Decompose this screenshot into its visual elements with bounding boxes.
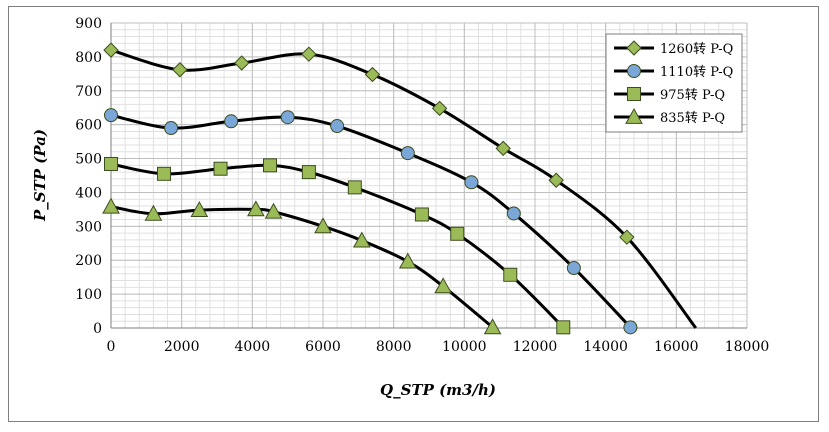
y-tick-label: 500	[75, 152, 102, 168]
axes: 0 2000 4000 6000 8000 10000 12000 14000 16000 180…	[75, 16, 769, 355]
x-tick-label: 8000	[376, 339, 412, 355]
data-point-circle	[400, 146, 415, 161]
data-point-diamond	[301, 46, 317, 62]
series-line	[110, 205, 494, 329]
x-tick-label: 2000	[164, 339, 200, 355]
data-point-diamond	[364, 66, 381, 83]
data-point-circle	[464, 175, 479, 190]
data-point-diamond	[548, 172, 564, 188]
x-tick-label: 12000	[513, 339, 558, 355]
legend-marker-square	[627, 87, 641, 101]
y-axis-title: P_STP (Pa)	[31, 129, 49, 222]
series-circle	[104, 108, 638, 335]
data-point-square	[503, 267, 518, 282]
x-tick-label: 18000	[725, 339, 770, 355]
data-point-circle	[506, 206, 521, 221]
data-point-square	[157, 166, 171, 181]
legend-label: 975转 P-Q	[660, 88, 725, 103]
y-tick-label: 600	[75, 118, 102, 134]
data-point-triangle	[434, 277, 452, 294]
data-point-square	[263, 158, 277, 173]
data-point-diamond	[495, 140, 511, 157]
series-diamond	[103, 42, 697, 329]
data-point-circle	[104, 108, 118, 123]
data-point-triangle	[190, 201, 209, 217]
data-point-circle	[280, 110, 295, 125]
x-tick-label: 4000	[235, 339, 271, 355]
legend-label: 835转 P-Q	[660, 111, 725, 126]
series-group	[102, 42, 697, 335]
data-point-triangle	[353, 231, 371, 248]
data-point-triangle	[247, 200, 265, 217]
data-point-square	[450, 226, 465, 241]
series-line	[110, 113, 632, 329]
y-tick-label: 100	[75, 287, 102, 303]
data-point-diamond	[431, 100, 448, 117]
x-tick-label: 0	[107, 339, 116, 355]
x-axis-title: Q_STP (m3/h)	[380, 381, 496, 399]
y-tick-label: 900	[75, 16, 102, 32]
data-point-square	[556, 320, 571, 335]
data-point-circle	[623, 320, 638, 335]
data-point-diamond	[619, 229, 635, 245]
y-tick-label: 400	[75, 185, 102, 201]
legend-label: 1260转 P-Q	[660, 42, 733, 57]
x-tick-label: 6000	[305, 339, 341, 355]
data-point-square	[104, 156, 118, 171]
data-point-triangle	[483, 318, 502, 335]
y-tick-label: 300	[75, 219, 102, 235]
data-point-triangle	[398, 252, 417, 269]
series-square	[104, 156, 571, 335]
x-tick-label: 10000	[442, 339, 487, 355]
data-point-circle	[566, 261, 581, 276]
data-point-diamond	[234, 55, 250, 71]
data-point-square	[213, 161, 228, 176]
data-point-triangle	[264, 202, 283, 219]
legend-marker-triangle	[625, 107, 643, 124]
x-tick-label: 16000	[654, 339, 699, 355]
data-point-triangle	[102, 197, 120, 214]
data-point-circle	[330, 119, 345, 134]
y-tick-label: 0	[93, 321, 102, 337]
data-point-triangle	[144, 204, 163, 221]
data-point-triangle	[314, 217, 332, 234]
data-point-circle	[164, 121, 179, 136]
data-point-circle	[224, 114, 239, 129]
data-point-square	[301, 165, 316, 180]
legend: 1260转 P-Q 1110转 P-Q 975转 P-Q 835转 P-Q	[605, 33, 743, 133]
data-point-diamond	[103, 42, 119, 58]
data-point-diamond	[172, 62, 188, 78]
x-tick-label: 14000	[583, 339, 628, 355]
legend-marker-diamond	[626, 40, 642, 56]
legend-label: 1110转 P-Q	[660, 65, 733, 80]
y-tick-label: 200	[75, 253, 102, 269]
legend-marker-circle	[627, 64, 641, 78]
series-line	[110, 48, 697, 329]
y-tick-label: 800	[75, 50, 102, 66]
data-point-square	[414, 207, 429, 222]
series-triangle	[102, 197, 502, 335]
y-tick-label: 700	[75, 84, 102, 100]
series-line	[110, 162, 565, 329]
data-point-square	[347, 180, 362, 195]
